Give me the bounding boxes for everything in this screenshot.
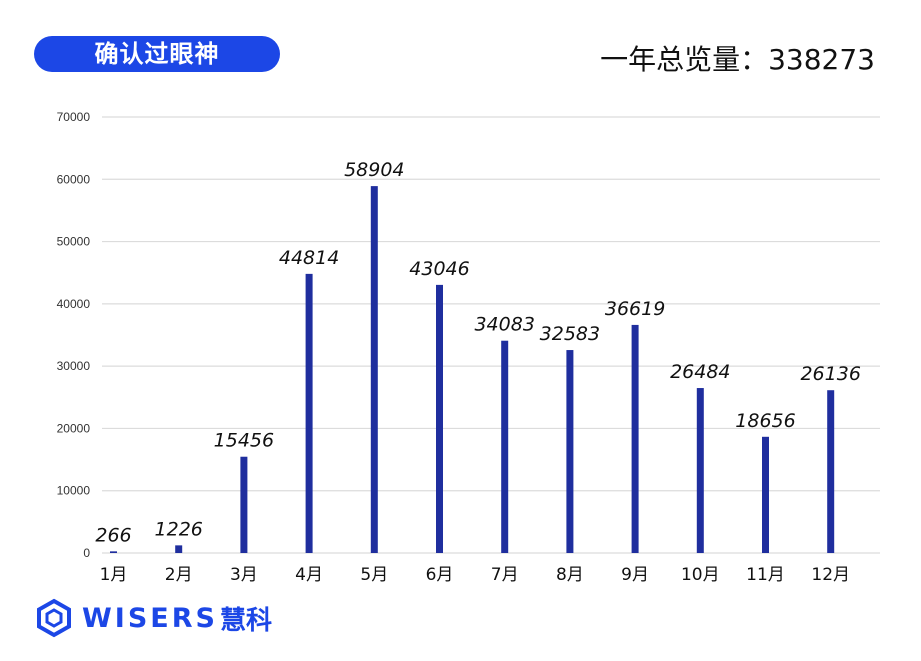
bar bbox=[305, 273, 313, 553]
data-label: 15456 bbox=[214, 430, 274, 452]
x-tick-label: 1月 bbox=[100, 565, 128, 585]
x-tick-label: 9月 bbox=[621, 565, 649, 585]
bar bbox=[696, 388, 704, 553]
x-tick-label: 10月 bbox=[681, 565, 720, 585]
y-tick-label: 30000 bbox=[57, 359, 91, 373]
hexagon-logo-icon bbox=[37, 598, 71, 638]
data-label: 44814 bbox=[279, 247, 339, 269]
data-label: 18656 bbox=[735, 410, 795, 432]
bar bbox=[827, 390, 835, 553]
y-tick-label: 20000 bbox=[57, 421, 91, 435]
y-tick-label: 70000 bbox=[57, 110, 91, 124]
data-label: 43046 bbox=[409, 258, 469, 280]
y-tick-label: 0 bbox=[83, 546, 90, 560]
data-label: 26484 bbox=[670, 361, 730, 383]
logo-chinese: 慧科 bbox=[219, 605, 272, 636]
bar bbox=[370, 186, 378, 553]
title-badge: 确认过眼神 bbox=[34, 36, 280, 72]
x-tick-label: 4月 bbox=[295, 565, 323, 585]
y-tick-label: 60000 bbox=[57, 172, 91, 186]
bar bbox=[436, 284, 443, 553]
bar bbox=[631, 324, 639, 553]
data-label: 266 bbox=[95, 524, 131, 546]
bar bbox=[762, 436, 769, 553]
x-tick-label: 8月 bbox=[556, 565, 584, 585]
data-label: 36619 bbox=[605, 298, 665, 320]
x-tick-label: 11月 bbox=[746, 565, 785, 585]
x-tick-label: 12月 bbox=[811, 565, 850, 585]
x-tick-label: 2月 bbox=[165, 565, 193, 585]
logo-wordmark: WISERS bbox=[82, 602, 218, 634]
wisers-logo: WISERS 慧科 bbox=[34, 598, 272, 638]
bar bbox=[175, 545, 183, 553]
bar-chart: 0 10000 20000 30000 40000 50000 60000 70000 266 1… bbox=[57, 110, 880, 585]
data-label: 34083 bbox=[474, 314, 534, 336]
bar bbox=[110, 551, 117, 553]
x-tick-label: 5月 bbox=[360, 565, 388, 585]
y-tick-label: 10000 bbox=[57, 484, 91, 498]
x-tick-label: 3月 bbox=[230, 565, 258, 585]
bar bbox=[240, 456, 248, 553]
data-label: 32583 bbox=[540, 323, 600, 345]
data-label: 1226 bbox=[155, 518, 203, 540]
y-tick-label: 40000 bbox=[57, 297, 91, 311]
x-tick-label: 7月 bbox=[491, 565, 519, 585]
data-label: 58904 bbox=[344, 159, 404, 181]
bar bbox=[566, 350, 574, 553]
data-label: 26136 bbox=[800, 363, 860, 385]
y-tick-label: 50000 bbox=[57, 235, 91, 249]
x-tick-label: 6月 bbox=[426, 565, 454, 585]
bar bbox=[501, 340, 509, 553]
annual-total: 一年总览量：338273 bbox=[600, 43, 875, 76]
